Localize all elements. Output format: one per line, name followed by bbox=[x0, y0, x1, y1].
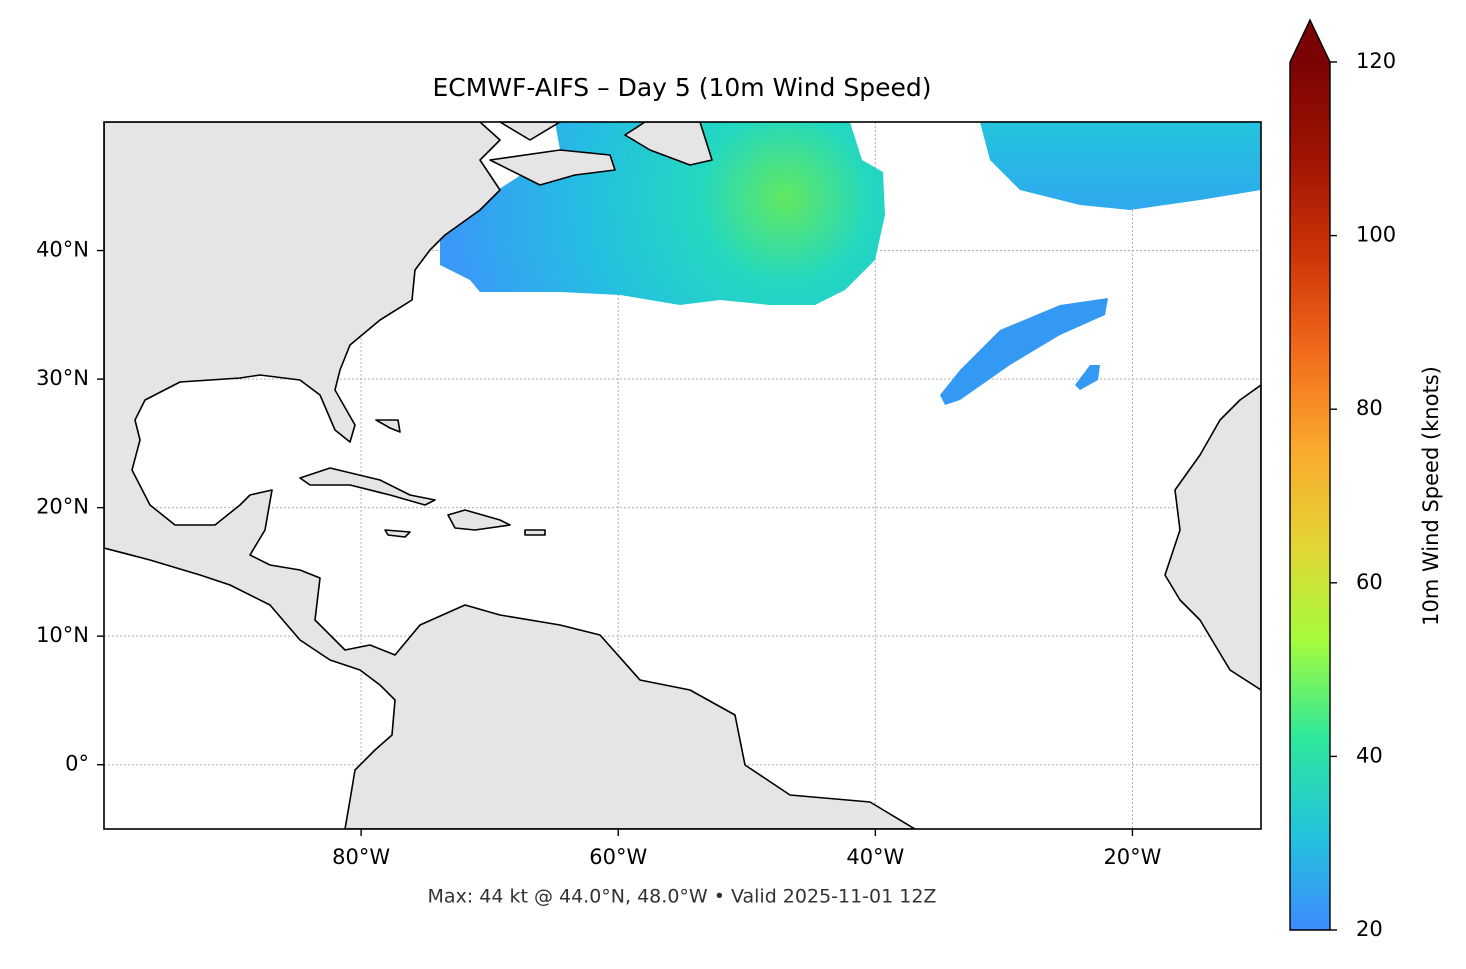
y-tick-label: 30°N bbox=[36, 366, 89, 390]
plot-frame bbox=[103, 121, 1262, 830]
colorbar-tick-label: 100 bbox=[1356, 223, 1396, 247]
colorbar-tick-label: 40 bbox=[1356, 743, 1383, 767]
land-cuba bbox=[299, 467, 436, 506]
colorbar-extend bbox=[1290, 20, 1330, 62]
land-puerto-rico bbox=[524, 529, 546, 536]
x-tick-label: 80°W bbox=[332, 845, 390, 869]
land-quebec bbox=[499, 122, 561, 141]
chart-title: ECMWF-AIFS – Day 5 (10m Wind Speed) bbox=[433, 73, 932, 102]
colorbar-label: 10m Wind Speed (knots) bbox=[1419, 366, 1443, 626]
colorbar-tick-label: 120 bbox=[1356, 49, 1396, 73]
colorbar-tick-label: 60 bbox=[1356, 570, 1383, 594]
x-tick-label: 40°W bbox=[846, 845, 904, 869]
land-americas bbox=[104, 122, 916, 829]
x-tick-label: 20°W bbox=[1103, 845, 1161, 869]
y-tick-label: 40°N bbox=[36, 238, 89, 262]
map bbox=[104, 122, 1261, 829]
wind-field bbox=[1075, 365, 1100, 390]
colorbar-tick-label: 20 bbox=[1356, 917, 1383, 941]
y-tick-label: 0° bbox=[65, 752, 89, 776]
colorbar-scale bbox=[1290, 62, 1330, 930]
wind-field bbox=[980, 122, 1261, 210]
land-hispaniola bbox=[447, 509, 511, 531]
axes: 80°W 60°W 40°W 20°W 0° 10°N 20°N 30°N 40°N bbox=[36, 238, 1162, 869]
land-newfoundland bbox=[624, 122, 713, 166]
x-tick-label: 60°W bbox=[589, 845, 647, 869]
wind-field bbox=[940, 298, 1108, 405]
y-tick-label: 20°N bbox=[36, 495, 89, 519]
land-nova-scotia bbox=[489, 149, 616, 186]
land-africa bbox=[1164, 384, 1261, 691]
colorbar-frame bbox=[1289, 18, 1331, 931]
colorbar-tick-label: 80 bbox=[1356, 396, 1383, 420]
subtitle: Max: 44 kt @ 44.0°N, 48.0°W • Valid 2025… bbox=[428, 886, 937, 908]
y-tick-label: 10°N bbox=[36, 623, 89, 647]
land-jamaica bbox=[384, 529, 411, 538]
land-bahamas bbox=[375, 419, 401, 433]
colorbar: 20 40 60 80 100 120 bbox=[1289, 18, 1396, 941]
